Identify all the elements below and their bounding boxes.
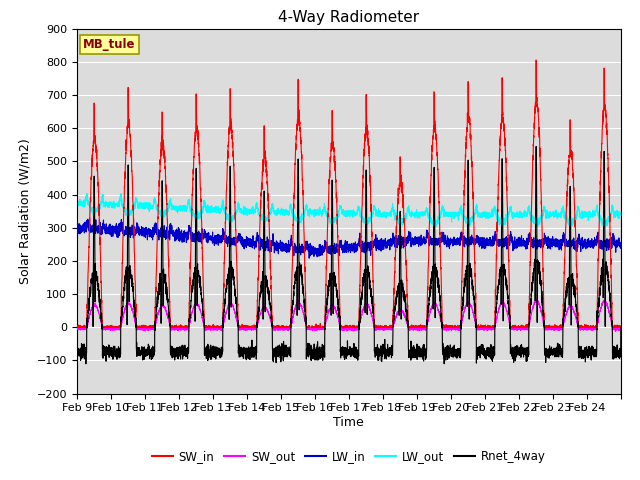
Rnet_4way (498, 159, 506, 165)
Rnet_4way (186, 312, 193, 317)
Rnet_4way (82, 361, 90, 367)
LW_in (617, 243, 625, 249)
LW_in (305, 255, 313, 261)
SW_out (532, 297, 540, 302)
SW_in (532, 57, 540, 63)
SW_out (617, 324, 625, 330)
Rnet_4way (525, 352, 532, 358)
LW_out (186, 202, 193, 208)
LW_in (539, 242, 547, 248)
SW_out (369, 318, 377, 324)
Rnet_4way (539, 307, 547, 313)
LW_in (398, 240, 406, 245)
SW_in (398, 190, 406, 196)
Legend: SW_in, SW_out, LW_in, LW_out, Rnet_4way: SW_in, SW_out, LW_in, LW_out, Rnet_4way (147, 445, 551, 468)
LW_out (117, 191, 125, 196)
LW_out (525, 203, 532, 209)
SW_in (73, 324, 81, 330)
SW_out (73, 326, 81, 332)
SW_in (369, 271, 377, 277)
LW_in (73, 224, 81, 230)
Line: LW_out: LW_out (77, 193, 621, 227)
SW_out (498, 300, 506, 306)
SW_out (525, 326, 532, 332)
Rnet_4way (369, 309, 377, 314)
LW_out (73, 200, 81, 205)
SW_in (498, 96, 506, 101)
SW_out (539, 316, 547, 322)
SW_out (398, 309, 406, 314)
Line: LW_in: LW_in (77, 219, 621, 258)
SW_out (186, 320, 193, 326)
Y-axis label: Solar Radiation (W/m2): Solar Radiation (W/m2) (18, 138, 31, 284)
LW_out (539, 212, 547, 218)
LW_out (398, 219, 406, 225)
LW_in (525, 235, 532, 240)
Rnet_4way (532, 144, 540, 149)
LW_in (369, 241, 377, 247)
LW_in (186, 228, 193, 233)
Rnet_4way (73, 352, 81, 358)
LW_out (430, 224, 438, 230)
Text: MB_tule: MB_tule (83, 38, 136, 51)
Line: SW_out: SW_out (77, 300, 621, 331)
SW_in (539, 255, 547, 261)
LW_out (369, 212, 377, 218)
LW_in (84, 216, 92, 222)
X-axis label: Time: Time (333, 416, 364, 429)
SW_in (525, 324, 532, 329)
SW_in (186, 283, 193, 288)
LW_out (499, 218, 506, 224)
LW_out (617, 211, 625, 216)
Rnet_4way (617, 324, 625, 330)
Rnet_4way (398, 283, 406, 289)
Line: Rnet_4way: Rnet_4way (77, 146, 621, 364)
SW_out (612, 328, 620, 334)
Line: SW_in: SW_in (77, 60, 621, 327)
Title: 4-Way Radiometer: 4-Way Radiometer (278, 10, 419, 25)
LW_in (499, 240, 506, 245)
SW_in (617, 324, 625, 330)
